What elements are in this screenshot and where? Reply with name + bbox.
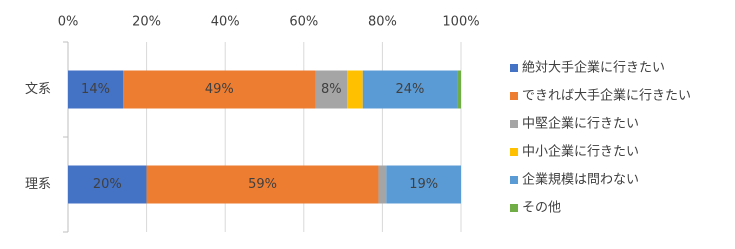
bar-segment <box>386 165 461 204</box>
bar-segment <box>68 70 124 109</box>
legend-label: できれば大手企業に行きたい <box>522 88 691 104</box>
legend-label: 中堅企業に行きたい <box>522 116 639 132</box>
data-label: 14% <box>81 82 110 97</box>
x-tick-label: 80% <box>368 15 397 30</box>
bar-segment <box>347 70 363 109</box>
x-tick-label: 0% <box>58 15 79 30</box>
bar-segment <box>146 165 379 204</box>
legend-swatch <box>510 204 518 212</box>
data-label: 24% <box>395 82 424 97</box>
legend-swatch <box>510 64 518 72</box>
legend-swatch <box>510 120 518 128</box>
bar-segment <box>123 70 316 109</box>
bar-segment <box>68 165 147 204</box>
bar-segment <box>378 165 387 204</box>
legend-swatch <box>510 176 518 184</box>
x-tick-label: 60% <box>289 15 318 30</box>
bar-segment <box>362 70 458 109</box>
legend-label: 中小企業に行きたい <box>522 144 639 160</box>
y-tick-label: 文系 <box>25 82 51 97</box>
legend-label: 絶対大手企業に行きたい <box>522 60 665 76</box>
data-label: 20% <box>93 177 122 192</box>
y-tick-label: 理系 <box>25 177 51 192</box>
bar-segment <box>315 70 348 109</box>
legend-label: 企業規模は問わない <box>522 172 639 188</box>
data-label: 8% <box>321 82 342 97</box>
x-tick-label: 40% <box>211 15 240 30</box>
legend-label: その他 <box>522 201 561 216</box>
bar-segment <box>457 70 461 109</box>
data-label: 19% <box>409 177 438 192</box>
data-label: 59% <box>248 177 277 192</box>
legend-swatch <box>510 148 518 156</box>
legend-swatch <box>510 92 518 100</box>
x-tick-label: 100% <box>442 15 479 30</box>
data-label: 49% <box>205 82 234 97</box>
x-tick-label: 20% <box>132 15 161 30</box>
